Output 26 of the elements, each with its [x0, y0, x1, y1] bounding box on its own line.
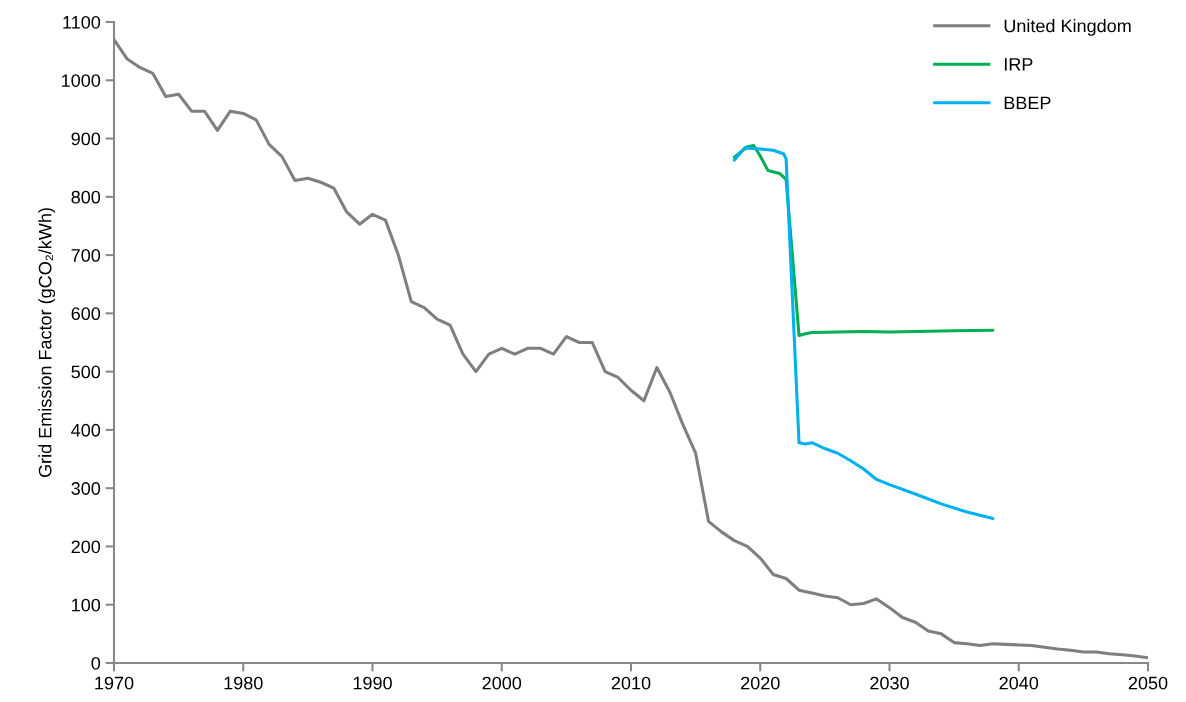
y-tick-label: 600: [71, 307, 101, 321]
legend-label: BBEP: [1004, 96, 1051, 110]
y-tick-label: 1100: [63, 15, 101, 29]
x-tick-label: 2050: [1128, 676, 1168, 690]
y-tick-label: 1000: [62, 74, 101, 87]
line-series: [732, 146, 995, 521]
x-tick-label: 1990: [353, 676, 392, 690]
y-tick-label: 200: [71, 540, 101, 554]
x-tick-label: 2020: [741, 676, 780, 690]
y-axis-title: Grid Emission Factor (gCO₂/kWh): [38, 208, 56, 478]
x-tick-label: 2000: [482, 676, 522, 690]
x-tick-label: 1970: [95, 676, 134, 690]
y-tick-label: 800: [71, 190, 101, 204]
x-tick-label: 2030: [870, 676, 909, 690]
y-tick-label: 700: [71, 249, 101, 262]
x-tick-label: 2040: [999, 676, 1039, 690]
y-tick-label: 300: [71, 482, 101, 495]
y-tick-label: 0: [91, 656, 101, 670]
legend-label: IRP: [1004, 58, 1033, 71]
y-tick-label: 500: [71, 365, 101, 379]
x-tick-label: 2010: [611, 676, 651, 690]
x-tick-label: 1980: [224, 676, 263, 690]
y-tick-label: 400: [71, 423, 101, 437]
legend-label: United Kingdom: [1004, 19, 1131, 36]
y-tick-label: 900: [71, 132, 101, 146]
y-tick-label: 100: [72, 598, 101, 612]
